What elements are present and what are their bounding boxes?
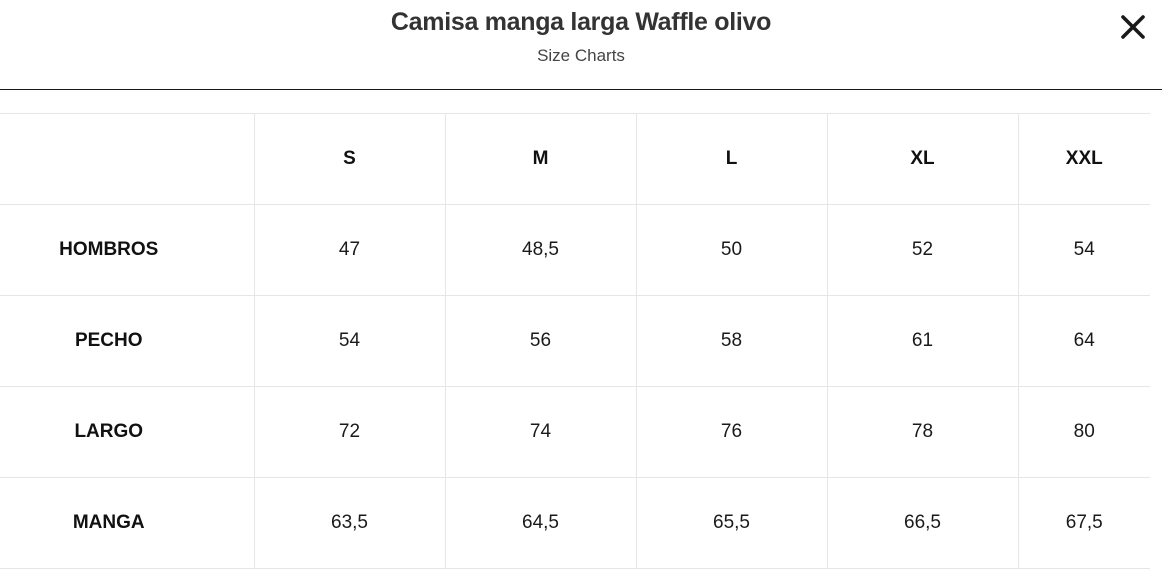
table-cell: 54 bbox=[1017, 204, 1150, 296]
row-label: PECHO bbox=[0, 295, 254, 387]
table-header-row: S M L XL XXL bbox=[0, 113, 1150, 205]
table-cell: 56 bbox=[444, 295, 636, 387]
table-cell: 54 bbox=[253, 295, 445, 387]
table-cell: 48,5 bbox=[444, 204, 636, 296]
size-table-container: S M L XL XXL HOMBROS 47 48,5 50 52 54 PE bbox=[0, 113, 1150, 569]
modal-header: Camisa manga larga Waffle olivo Size Cha… bbox=[0, 0, 1162, 90]
header-cell-size: XL bbox=[826, 113, 1018, 205]
modal-title: Camisa manga larga Waffle olivo bbox=[390, 8, 772, 36]
close-button[interactable] bbox=[1118, 12, 1148, 42]
size-table: S M L XL XXL HOMBROS 47 48,5 50 52 54 PE bbox=[0, 113, 1150, 569]
header-cell-empty bbox=[0, 113, 254, 205]
row-label: LARGO bbox=[0, 386, 254, 478]
row-label: MANGA bbox=[0, 477, 254, 569]
table-cell: 80 bbox=[1017, 386, 1150, 478]
table-cell: 65,5 bbox=[635, 477, 827, 569]
table-cell: 74 bbox=[444, 386, 636, 478]
header-cell-size: XXL bbox=[1017, 113, 1150, 205]
table-cell: 58 bbox=[635, 295, 827, 387]
table-row: PECHO 54 56 58 61 64 bbox=[0, 295, 1150, 387]
table-cell: 63,5 bbox=[253, 477, 445, 569]
table-cell: 72 bbox=[253, 386, 445, 478]
table-cell: 47 bbox=[253, 204, 445, 296]
table-cell: 52 bbox=[826, 204, 1018, 296]
header-cell-size: L bbox=[635, 113, 827, 205]
modal-subtitle: Size Charts bbox=[537, 46, 625, 65]
table-cell: 61 bbox=[826, 295, 1018, 387]
table-cell: 64 bbox=[1017, 295, 1150, 387]
table-cell: 67,5 bbox=[1017, 477, 1150, 569]
table-cell: 78 bbox=[826, 386, 1018, 478]
table-row: HOMBROS 47 48,5 50 52 54 bbox=[0, 204, 1150, 296]
header-cell-size: M bbox=[444, 113, 636, 205]
table-cell: 64,5 bbox=[444, 477, 636, 569]
table-cell: 76 bbox=[635, 386, 827, 478]
table-cell: 50 bbox=[635, 204, 827, 296]
header-cell-size: S bbox=[253, 113, 445, 205]
row-label: HOMBROS bbox=[0, 204, 254, 296]
table-row: LARGO 72 74 76 78 80 bbox=[0, 386, 1150, 478]
table-row: MANGA 63,5 64,5 65,5 66,5 67,5 bbox=[0, 477, 1150, 569]
close-icon bbox=[1121, 15, 1145, 39]
table-cell: 66,5 bbox=[826, 477, 1018, 569]
